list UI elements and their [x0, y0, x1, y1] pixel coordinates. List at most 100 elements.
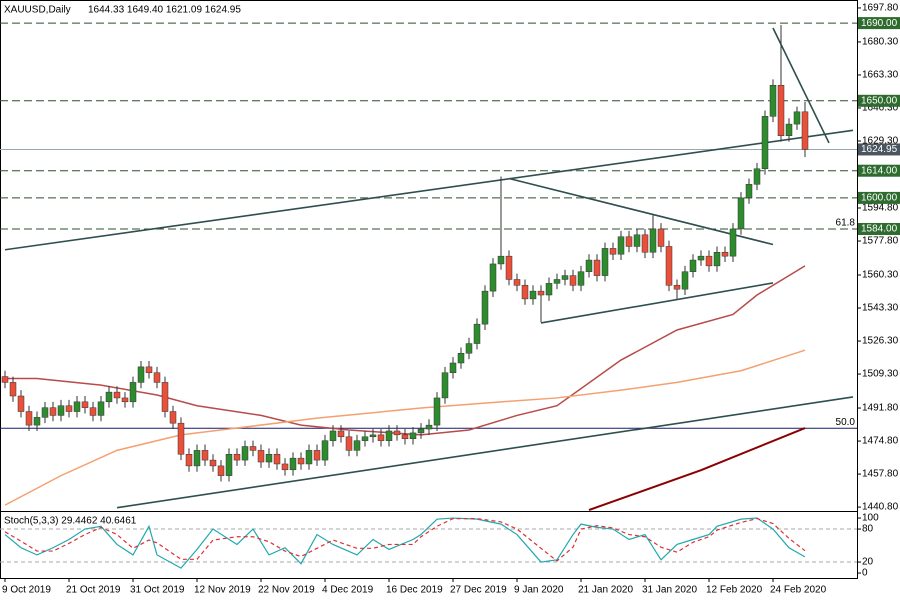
level-box — [858, 17, 900, 30]
stoch-line — [4, 517, 806, 569]
x-tick-label: 24 Feb 2020 — [770, 585, 827, 596]
candle-body — [41, 407, 49, 418]
trendline — [540, 282, 774, 324]
level-label: 1650.00 — [861, 95, 898, 106]
x-tick-label: 31 Oct 2019 — [130, 585, 185, 596]
candle-body — [785, 123, 793, 137]
candle-body — [609, 248, 617, 255]
candle-body — [297, 457, 305, 465]
candle-body — [49, 407, 57, 416]
candle-body — [185, 454, 193, 467]
x-tick-label: 31 Jan 2020 — [642, 585, 697, 596]
candle-body — [393, 430, 401, 436]
level-box — [858, 222, 900, 235]
x-tick-label: 21 Jan 2020 — [578, 585, 633, 596]
candle-body — [641, 234, 649, 253]
candle-body — [529, 290, 537, 300]
candle-body — [577, 271, 585, 286]
y-tick-label: 1680.30 — [862, 37, 899, 48]
candle-body — [65, 405, 73, 412]
candle-body — [161, 382, 169, 412]
trendline — [508, 177, 774, 246]
trendline — [772, 27, 830, 144]
stoch-tick-label: 80 — [862, 524, 874, 535]
candle-body — [225, 454, 233, 476]
candle-body — [433, 397, 441, 426]
candle-body — [313, 450, 321, 461]
y-tick-label: 1543.30 — [862, 303, 899, 314]
candle-body — [345, 436, 353, 451]
candle-body — [81, 401, 89, 408]
x-tick-label: 21 Oct 2019 — [66, 585, 121, 596]
candle-body — [713, 252, 721, 267]
candle-body — [249, 446, 257, 451]
candle-body — [569, 275, 577, 286]
candle-body — [257, 450, 265, 463]
frame — [0, 0, 858, 579]
candle-body — [625, 236, 633, 247]
moving-average — [588, 427, 806, 511]
fib-label: 61.8 — [836, 218, 856, 229]
candle-body — [673, 285, 681, 290]
candle-body — [129, 382, 137, 403]
candle-body — [417, 428, 425, 434]
candle-body — [665, 246, 673, 286]
trendline — [116, 396, 854, 509]
y-tick-label: 1526.30 — [862, 336, 899, 347]
candle-body — [633, 234, 641, 247]
candle-body — [33, 417, 41, 426]
candle-body — [305, 450, 313, 465]
candle-body — [721, 252, 729, 257]
y-tick-label: 1509.30 — [862, 369, 899, 380]
moving-average — [4, 349, 806, 506]
y-tick-label: 1577.80 — [862, 236, 899, 247]
candle-body — [777, 85, 785, 137]
candle-body — [737, 197, 745, 230]
candle-body — [353, 440, 361, 451]
stoch-title: Stoch(5,3,3) 29.4462 40.6461 — [4, 516, 137, 527]
candle-body — [761, 116, 769, 170]
candle-body — [73, 401, 81, 412]
main-panel: 1697.80 1680.30 1663.30 1646.30 1629.30 1594.… — [0, 3, 900, 596]
candle-body — [441, 372, 449, 399]
candle-body — [265, 454, 273, 463]
y-tick-label: 1594.80 — [862, 203, 899, 214]
candle-body — [657, 228, 665, 247]
candle-body — [233, 454, 241, 461]
x-tick-label: 4 Dec 2019 — [322, 585, 374, 596]
candle-body — [57, 405, 65, 416]
candle-body — [729, 228, 737, 257]
candle-body — [137, 366, 145, 383]
x-tick-label: 27 Dec 2019 — [450, 585, 507, 596]
candle-body — [217, 465, 225, 476]
candle-body — [513, 279, 521, 286]
candle-body — [689, 259, 697, 272]
level-label: 1600.00 — [861, 193, 898, 204]
candle-body — [409, 432, 417, 439]
x-tick-label: 12 Nov 2019 — [194, 585, 251, 596]
candle-body — [793, 111, 801, 125]
x-tick-label: 12 Feb 2020 — [706, 585, 763, 596]
y-tick-label: 1474.80 — [862, 436, 899, 447]
candle-body — [481, 290, 489, 325]
candle-body — [281, 463, 289, 471]
stoch-tick-label: 20 — [862, 557, 874, 568]
candle-body — [289, 457, 297, 471]
candle-body — [25, 411, 33, 426]
level-label: 1624.95 — [861, 144, 898, 155]
candle-body — [593, 259, 601, 276]
candle-body — [585, 259, 593, 272]
y-tick-label: 1697.80 — [862, 3, 899, 14]
candle-body — [17, 395, 25, 412]
candle-body — [385, 430, 393, 441]
candle-body — [457, 353, 465, 364]
candle-body — [649, 228, 657, 253]
y-tick-label: 1457.80 — [862, 469, 899, 480]
candle-body — [145, 366, 153, 373]
y-tick-label: 1560.30 — [862, 270, 899, 281]
level-box — [858, 143, 900, 156]
candle-body — [497, 255, 505, 265]
y-tick-label: 1663.30 — [862, 70, 899, 81]
